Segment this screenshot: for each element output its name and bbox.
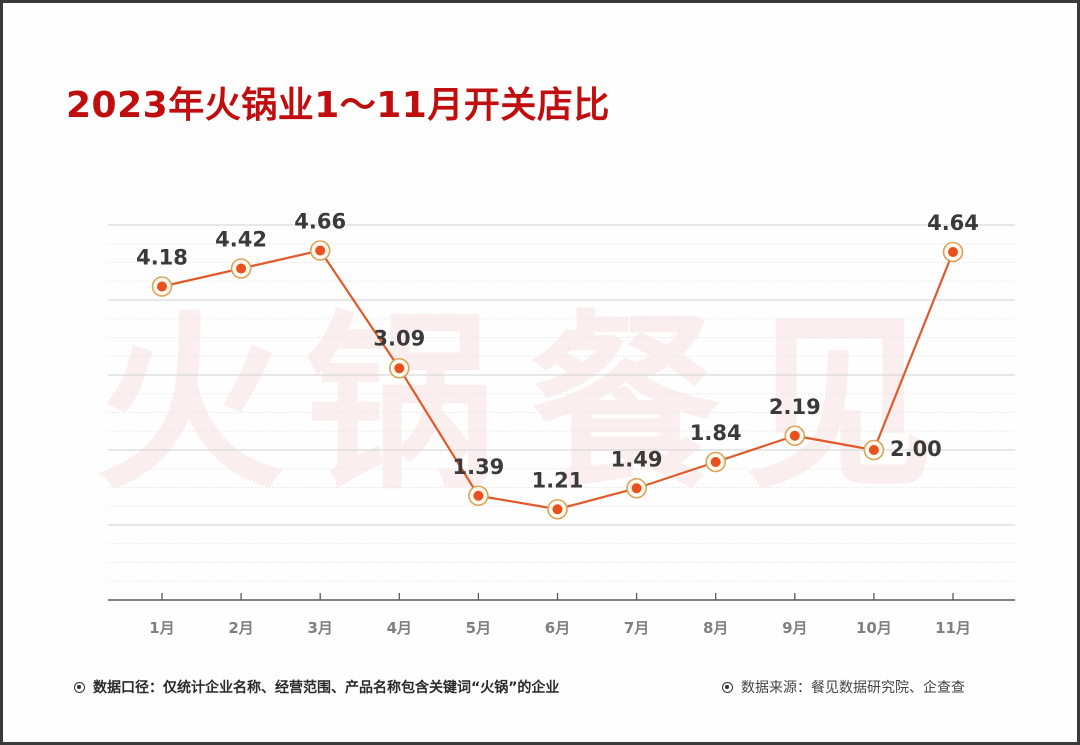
watermark-char: 见	[745, 294, 935, 515]
data-point: 4.42	[215, 228, 267, 279]
footnote-source-text: 数据来源：餐见数据研究院、企查查	[741, 680, 965, 696]
footnote-data-source: 数据来源：餐见数据研究院、企查查	[722, 677, 965, 697]
data-label: 1.39	[452, 455, 504, 479]
marker-dot	[948, 247, 958, 257]
gridlines	[108, 224, 1015, 582]
data-label: 2.19	[769, 395, 821, 419]
marker-dot	[473, 490, 484, 501]
data-label: 2.00	[890, 437, 942, 461]
footnote-data-scope: 数据口径：仅统计企业名称、经营范围、产品名称包含关键词“火锅”的企业	[74, 677, 559, 697]
bullet-icon	[74, 681, 85, 693]
chart-title: 2023年火锅业1～11月开关店比	[66, 85, 610, 126]
marker-dot	[710, 457, 721, 467]
data-label: 4.18	[136, 246, 188, 270]
marker-dot	[789, 430, 800, 441]
data-point: 4.66	[294, 210, 346, 261]
data-series: 4.18 4.42 4.66 3.09 1.39 1.21 1.49 1.84 2.19 2.00…	[136, 210, 979, 520]
marker-dot	[315, 245, 326, 256]
x-tick-label: 10月	[856, 619, 892, 637]
watermark-char: 火	[95, 294, 285, 515]
x-tick-label: 8月	[703, 619, 728, 637]
data-label: 4.66	[294, 210, 346, 234]
data-point: 4.18	[136, 246, 188, 297]
x-tick-label: 6月	[545, 619, 570, 637]
data-point: 1.49	[611, 447, 663, 499]
data-point: 2.00	[863, 437, 942, 461]
watermark: 火锅餐见	[95, 294, 935, 515]
data-label: 4.42	[215, 228, 267, 252]
data-label: 1.84	[690, 421, 742, 445]
x-tick-label: 9月	[782, 619, 807, 637]
marker-dot	[868, 445, 879, 455]
x-tick-label: 1月	[149, 619, 174, 637]
data-point: 2.19	[769, 395, 821, 447]
marker-dot	[236, 263, 247, 274]
data-label: 3.09	[373, 326, 425, 350]
x-tick-label: 3月	[307, 619, 332, 637]
x-tick-label: 11月	[935, 619, 971, 637]
data-point: 1.21	[532, 468, 584, 520]
data-label: 1.49	[611, 447, 663, 471]
marker-dot	[631, 483, 642, 494]
data-label: 4.64	[927, 211, 979, 235]
watermark-char: 餐	[530, 294, 720, 515]
x-tick-label: 4月	[387, 619, 412, 637]
x-tick-label: 7月	[624, 619, 649, 637]
x-axis: 1月 2月 3月 4月 5月 6月 7月 8月 9月 10月 11月	[108, 593, 1015, 637]
data-point: 4.64	[927, 211, 979, 263]
bullet-icon	[722, 681, 733, 693]
data-label: 1.21	[532, 468, 584, 492]
x-tick-label: 2月	[228, 619, 253, 637]
footnote-scope-text: 数据口径：仅统计企业名称、经营范围、产品名称包含关键词“火锅”的企业	[93, 680, 560, 696]
data-point: 1.84	[690, 421, 742, 473]
watermark-char: 锅	[305, 294, 495, 515]
chart-card	[3, 3, 1077, 742]
marker-dot	[157, 281, 167, 292]
data-point: 3.09	[373, 326, 425, 379]
marker-dot	[394, 363, 405, 374]
x-tick-label: 5月	[466, 619, 491, 637]
data-point: 1.39	[452, 455, 504, 507]
marker-dot	[552, 504, 563, 515]
